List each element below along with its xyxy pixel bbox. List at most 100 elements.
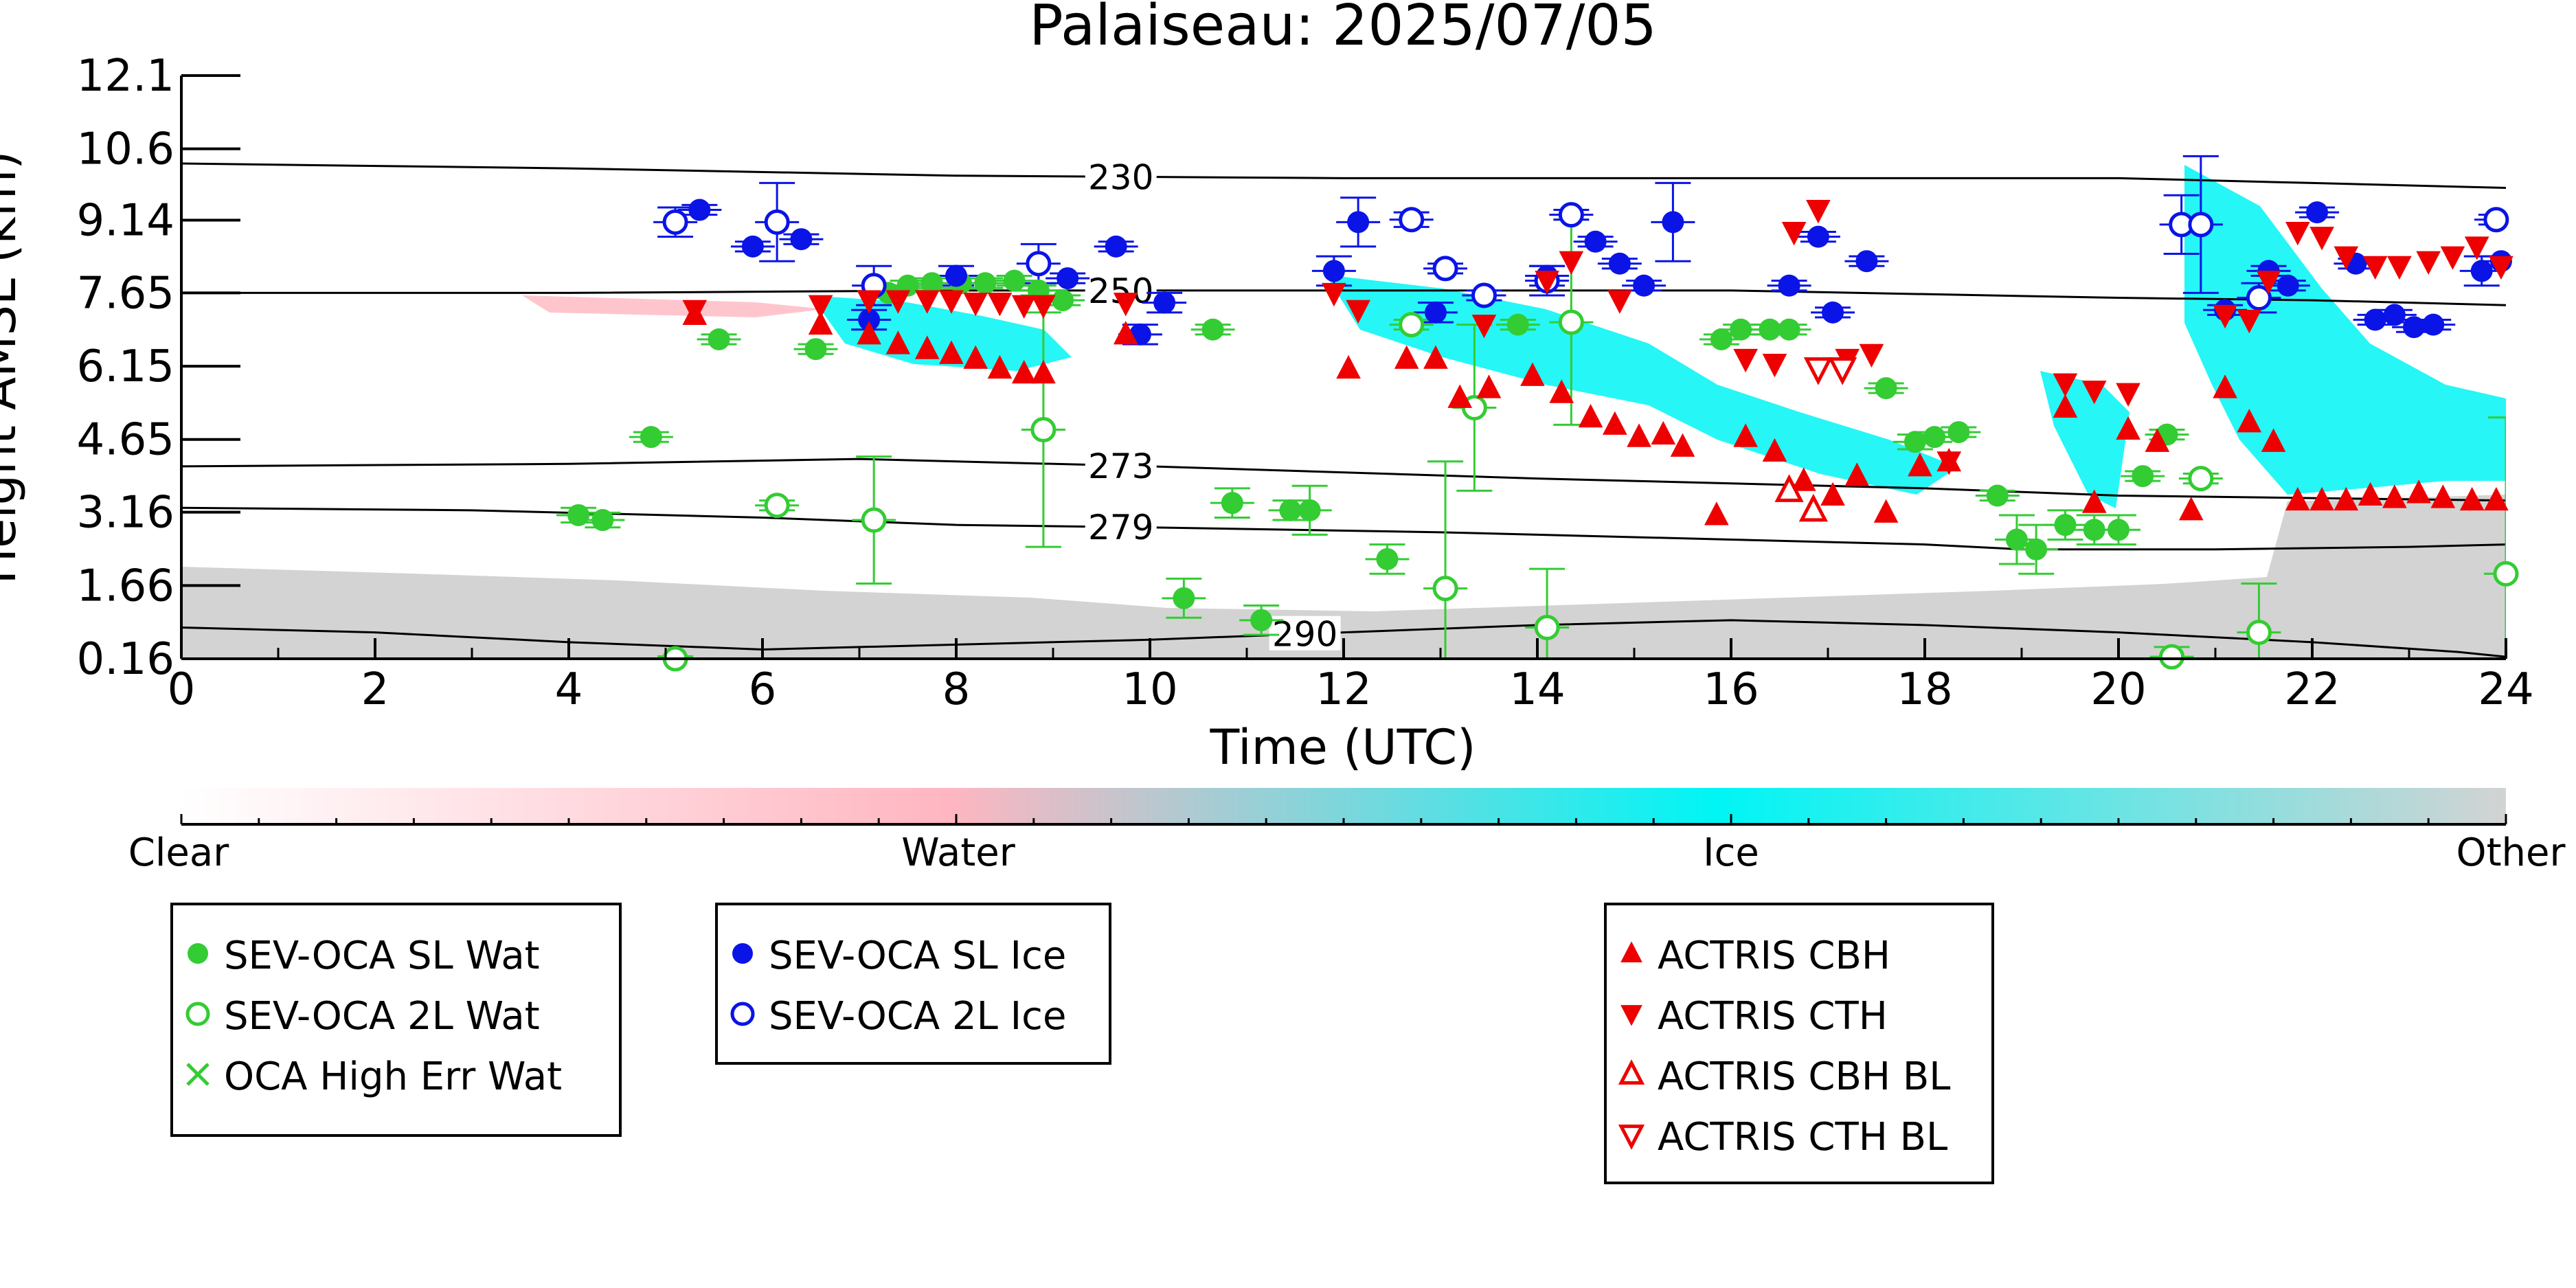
contour-250 [181,289,2506,306]
sev-oca-sl-wat-point [1506,313,1529,336]
sev-oca-2l-ice-point [1558,202,1584,228]
actris-cbh-point [808,310,833,335]
contour-label: 279 [1088,508,1153,547]
actris-cbh-point [1394,345,1419,369]
actris-cbh-point [1549,379,1574,403]
actris-cbh-point [857,321,881,345]
actris-cbh-point [2358,482,2383,506]
sev-oca-sl-ice-point [2306,201,2329,224]
contour-label-bg [1085,447,1157,482]
sev-oca-sl-wat-point [974,272,997,295]
sev-oca-sl-wat-point [591,509,614,532]
y-tick-label: 12.1 [77,51,175,102]
actris-cth-point [1936,451,1962,475]
actris-cth-point [2309,227,2334,251]
actris-cbh-point [987,354,1013,379]
legend-label-actris-cbh: ACTRIS CBH [1658,934,1890,978]
legend-label-sev-oca-sl-wat: SEV-OCA SL Wat [224,934,540,978]
sev-oca-sl-wat-point [1376,547,1399,570]
sev-oca-sl-wat-point [1759,318,1781,341]
sev-oca-sl-ice-point [790,228,813,251]
sev-oca-sl-wat-point [2108,519,2129,541]
actris-cth-point [1471,315,1497,339]
y-tick-label: 1.66 [77,561,175,611]
actris-cth-bl-point [1828,357,1857,385]
x-tick-label: 2 [361,664,389,715]
x-tick-label: 14 [1509,664,1565,715]
actris-cbh-point [1627,423,1651,447]
contour-230 [181,162,2506,190]
legend-label-sev-oca-2l-ice: SEV-OCA 2L Ice [769,994,1066,1039]
sev-oca-sl-ice-point [741,235,764,258]
chart-title: Palaiseau: 2025/07/05 [1029,0,1657,58]
actris-cbh-point [1670,433,1695,457]
ice-cloud-region-2 [1326,275,1958,495]
y-tick-label: 4.65 [77,415,175,466]
actris-cth-point [2053,373,2078,397]
actris-cbh-point [1908,453,1932,477]
sev-oca-sl-ice-point [1322,260,1345,282]
sev-oca-sl-wat-point [1986,484,2009,507]
sev-oca-sl-ice-point [1347,211,1370,234]
actris-cbh-point [1011,359,1037,384]
y-tick-label: 9.14 [77,195,175,246]
contour-label-bg [1085,159,1157,194]
actris-cbh-point [1844,462,1870,486]
legend-entries: SEV-OCA SL Wat SEV-OCA 2L Wat OCA High Err… [185,934,1950,1160]
actris-cth-point [987,293,1013,317]
legend-marker-actris-cth-bl [1618,1125,1645,1150]
legend-label-oca-high-err-wat: OCA High Err Wat [224,1054,562,1099]
y-axis-title: Height AMSL (km) [0,151,27,585]
actris-cbh-point [2145,428,2170,452]
sev-oca-sl-ice-point [1105,235,1127,258]
sev-oca-2l-wat-point [2493,561,2519,587]
contour-290 [181,619,2506,658]
sev-oca-sl-wat-point [1279,499,1302,521]
sev-oca-sl-wat-point [640,426,662,449]
sev-oca-2l-ice-point [2483,207,2509,233]
y-tick-label: 3.16 [77,488,175,539]
legend-actris-box [1604,903,1994,1184]
contour-label: 230 [1088,157,1153,197]
legend-marker-actris-cth [1620,1005,1642,1026]
actris-cbh-point [2178,497,2204,521]
actris-cth-point [2440,246,2465,270]
sev-oca-sl-ice-point [1662,211,1684,234]
sev-oca-sl-ice-point [2383,304,2406,326]
ice-cloud-region-3 [2184,165,2506,495]
contour-279 [181,506,2506,551]
actris-cth-point [1806,200,1831,224]
sev-oca-sl-wat-point [1250,609,1273,631]
sev-oca-2l-wat-point [1030,417,1057,443]
actris-cbh-point [2213,374,2237,398]
legend-water-box [170,903,622,1137]
actris-cbh-point [2053,394,2078,418]
colorbar-ticks [180,814,2507,824]
x-axis-ticks: 0 2 4 6 8 10 12 14 16 18 20 22 24 [168,638,2534,715]
sev-oca-2l-wat-point [764,493,790,519]
x-tick-label: 18 [1897,664,1952,715]
actris-cbh-point [1651,420,1676,445]
contour-label-bg [1269,615,1341,651]
x-tick-label: 22 [2284,664,2340,715]
actris-cbh-point [1113,321,1138,345]
sev-oca-sl-ice-point [2403,316,2426,339]
actris-cth-point [2464,236,2489,260]
water-cloud-region [522,295,824,317]
sev-oca-2l-wat-point [2188,466,2214,492]
actris-cth-point [2285,222,2310,246]
sev-oca-2l-ice-point [1432,256,1458,282]
sev-oca-sl-wat-point [1201,318,1224,341]
contour-label-bg [1085,509,1157,544]
sev-oca-sl-wat-point [2054,514,2077,536]
actris-cbh-point [963,345,988,369]
actris-cth-point [2416,251,2441,275]
sev-oca-sl-wat-point [2025,538,2048,561]
sev-oca-sl-ice-point [1633,274,1656,297]
actris-cbh-point [2459,486,2485,511]
actris-cbh-point [1602,411,1627,435]
actris-cbh-point [2406,479,2431,504]
sev-oca-sl-wat-point [1730,318,1752,341]
actris-cth-point [1762,353,1787,378]
